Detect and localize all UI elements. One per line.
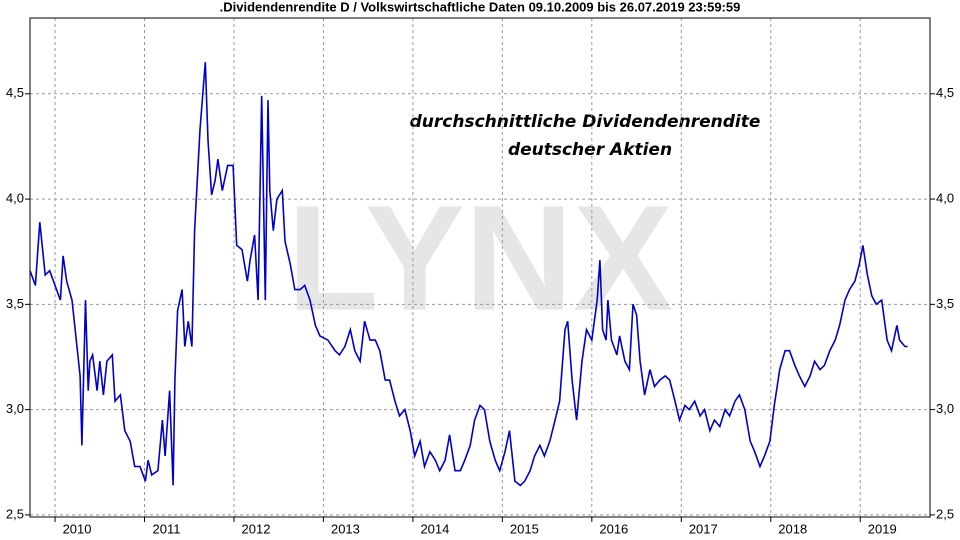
annotation: durchschnittliche Dividendenrendite bbox=[410, 112, 761, 132]
x-tick-label: 2019 bbox=[868, 521, 897, 536]
y-tick-label: 4,0 bbox=[936, 191, 954, 206]
x-tick-label: 2018 bbox=[778, 521, 807, 536]
y-tick-label: 4,5 bbox=[6, 85, 24, 100]
y-tick-label: 2,5 bbox=[6, 506, 24, 521]
line bbox=[29, 62, 908, 487]
x-tick-label: 2015 bbox=[510, 521, 539, 536]
y-tick-label: 4,0 bbox=[6, 191, 24, 206]
plot-frame bbox=[29, 17, 931, 518]
y-tick-label: 3,0 bbox=[936, 401, 954, 416]
x-tick-label: 2014 bbox=[420, 521, 449, 536]
y-tick-label: 3,0 bbox=[6, 401, 24, 416]
y-tick-label: 2,5 bbox=[936, 506, 954, 521]
x-tick-label: 2010 bbox=[63, 521, 92, 536]
y-tick-label: 3,5 bbox=[6, 296, 24, 311]
x-tick-label: 2013 bbox=[331, 521, 360, 536]
y-tick-label: 4,5 bbox=[936, 85, 954, 100]
y-tick-label: 3,5 bbox=[936, 296, 954, 311]
chart-title: .Dividendenrendite D / Volkswirtschaftli… bbox=[220, 0, 741, 14]
x-tick-label: 2012 bbox=[242, 521, 271, 536]
x-tick-label: 2016 bbox=[599, 521, 628, 536]
annotation: deutscher Aktien bbox=[508, 140, 672, 160]
x-tick-label: 2017 bbox=[689, 521, 718, 536]
x-tick-label: 2011 bbox=[153, 521, 181, 536]
